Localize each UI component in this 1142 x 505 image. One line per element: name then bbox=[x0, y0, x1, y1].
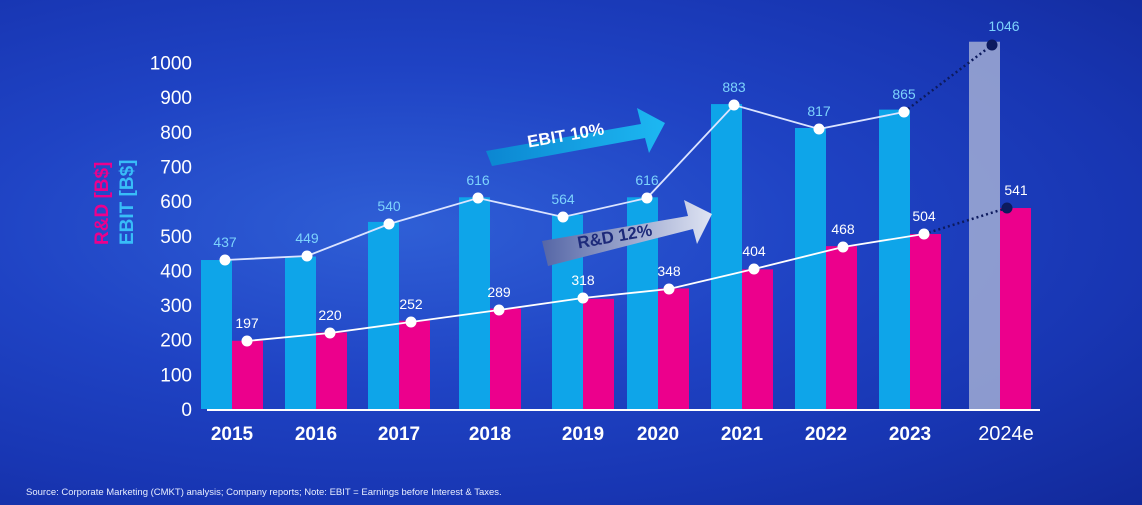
rd-point bbox=[918, 228, 930, 240]
rd-point bbox=[405, 316, 417, 328]
rd-data-label: 220 bbox=[318, 307, 342, 323]
x-tick-label: 2018 bbox=[469, 424, 511, 445]
rd-data-label: 197 bbox=[235, 315, 259, 331]
y-tick-label: 500 bbox=[160, 227, 192, 248]
x-tick-label: 2021 bbox=[721, 424, 764, 445]
rd-data-label: 504 bbox=[912, 208, 936, 224]
ebit-data-label: 616 bbox=[466, 172, 490, 188]
ebit-data-label: 564 bbox=[551, 191, 575, 207]
rd-bar-2015 bbox=[232, 340, 263, 409]
rd-bar-2021 bbox=[742, 269, 773, 409]
source-note: Source: Corporate Marketing (CMKT) analy… bbox=[26, 487, 502, 498]
ebit-data-label: 1046 bbox=[988, 18, 1019, 34]
rd-point bbox=[1001, 202, 1013, 214]
ebit-estimate-line bbox=[903, 44, 993, 113]
ebit-data-label: 883 bbox=[722, 79, 746, 95]
ebit-bar-2015 bbox=[201, 260, 232, 409]
y-tick-label: 600 bbox=[160, 192, 192, 213]
rd-point bbox=[748, 263, 760, 275]
y-tick-label: 900 bbox=[160, 88, 192, 109]
ebit-data-label: 616 bbox=[635, 172, 659, 188]
y-tick-label: 700 bbox=[160, 157, 192, 178]
y-tick-label: 300 bbox=[160, 296, 192, 317]
rd-bar-2023 bbox=[910, 234, 941, 409]
y-tick-label: 800 bbox=[160, 123, 192, 144]
ebit-bar-2016 bbox=[285, 256, 316, 409]
labels-layer: 437 197 449 220 540 252 616 289 564 318 616 348 883 4… bbox=[213, 18, 1028, 331]
x-tick-label: 2024e bbox=[978, 423, 1034, 445]
rd-bar-2018 bbox=[490, 308, 521, 409]
ebit-trend-arrow bbox=[486, 108, 665, 166]
ebit-point bbox=[557, 211, 569, 223]
x-tick-label: 2019 bbox=[562, 424, 604, 445]
y-tick-label: 1000 bbox=[150, 54, 192, 75]
ebit-data-label: 865 bbox=[892, 86, 916, 102]
ebit-data-label: 437 bbox=[213, 234, 237, 250]
rd-data-label: 404 bbox=[742, 243, 766, 259]
rd-point bbox=[663, 283, 675, 295]
rd-data-label: 318 bbox=[571, 272, 595, 288]
rd-data-label: 289 bbox=[487, 284, 511, 300]
rd-point bbox=[577, 292, 589, 304]
x-tick-label: 2023 bbox=[889, 424, 931, 445]
ebit-bar-2021 bbox=[711, 104, 742, 409]
y-tick-label: 400 bbox=[160, 261, 192, 282]
ebit-point bbox=[472, 192, 484, 204]
ebit-point bbox=[813, 123, 825, 135]
y-tick-label: 0 bbox=[181, 400, 192, 421]
ebit-point bbox=[986, 39, 998, 51]
rd-trend-arrow bbox=[542, 200, 712, 266]
bars-layer bbox=[201, 41, 1031, 410]
ebit-point bbox=[219, 254, 231, 266]
rd-bar-2019 bbox=[583, 298, 614, 409]
y-axis-label-rd: R&D [B$] bbox=[92, 162, 113, 245]
ebit-point bbox=[728, 99, 740, 111]
ebit-bar-2018 bbox=[459, 197, 490, 409]
rd-bar-2024e bbox=[1000, 208, 1031, 409]
y-tick-label: 200 bbox=[160, 331, 192, 352]
rd-data-label: 348 bbox=[657, 263, 681, 279]
ebit-bar-2024e bbox=[969, 41, 1000, 410]
ebit-data-label: 540 bbox=[377, 198, 401, 214]
rd-point bbox=[241, 335, 253, 347]
rd-point bbox=[837, 241, 849, 253]
y-axis-label-ebit: EBIT [B$] bbox=[117, 160, 138, 246]
ebit-point bbox=[301, 250, 313, 262]
ebit-bar-2022 bbox=[795, 127, 826, 410]
ebit-data-label: 817 bbox=[807, 103, 831, 119]
rd-bar-2022 bbox=[826, 246, 857, 409]
rd-bar-2017 bbox=[399, 320, 430, 409]
ebit-point bbox=[641, 192, 653, 204]
x-tick-label: 2016 bbox=[295, 424, 337, 445]
ebit-bar-2017 bbox=[368, 221, 399, 409]
x-tick-label: 2022 bbox=[805, 424, 847, 445]
rd-data-label: 541 bbox=[1004, 182, 1028, 198]
rd-data-label: 468 bbox=[831, 221, 855, 237]
y-tick-label: 100 bbox=[160, 365, 192, 386]
rd-point bbox=[324, 327, 336, 339]
trend-arrows bbox=[486, 108, 712, 266]
ebit-point bbox=[383, 218, 395, 230]
x-tick-label: 2017 bbox=[378, 424, 420, 445]
x-tick-label: 2015 bbox=[211, 424, 254, 445]
rd-bar-2020 bbox=[658, 288, 689, 409]
rd-bar-2016 bbox=[316, 332, 347, 409]
x-tick-label: 2020 bbox=[637, 424, 679, 445]
rd-point bbox=[493, 304, 505, 316]
axis-layer: 0 100 200 300 400 500 600 700 800 900 1000 2015 2016… bbox=[92, 54, 1040, 445]
ebit-bar-2023 bbox=[879, 109, 910, 410]
lines-layer bbox=[219, 39, 1013, 347]
ebit-point bbox=[898, 106, 910, 118]
rd-data-label: 252 bbox=[399, 296, 423, 312]
ebit-data-label: 449 bbox=[295, 230, 319, 246]
